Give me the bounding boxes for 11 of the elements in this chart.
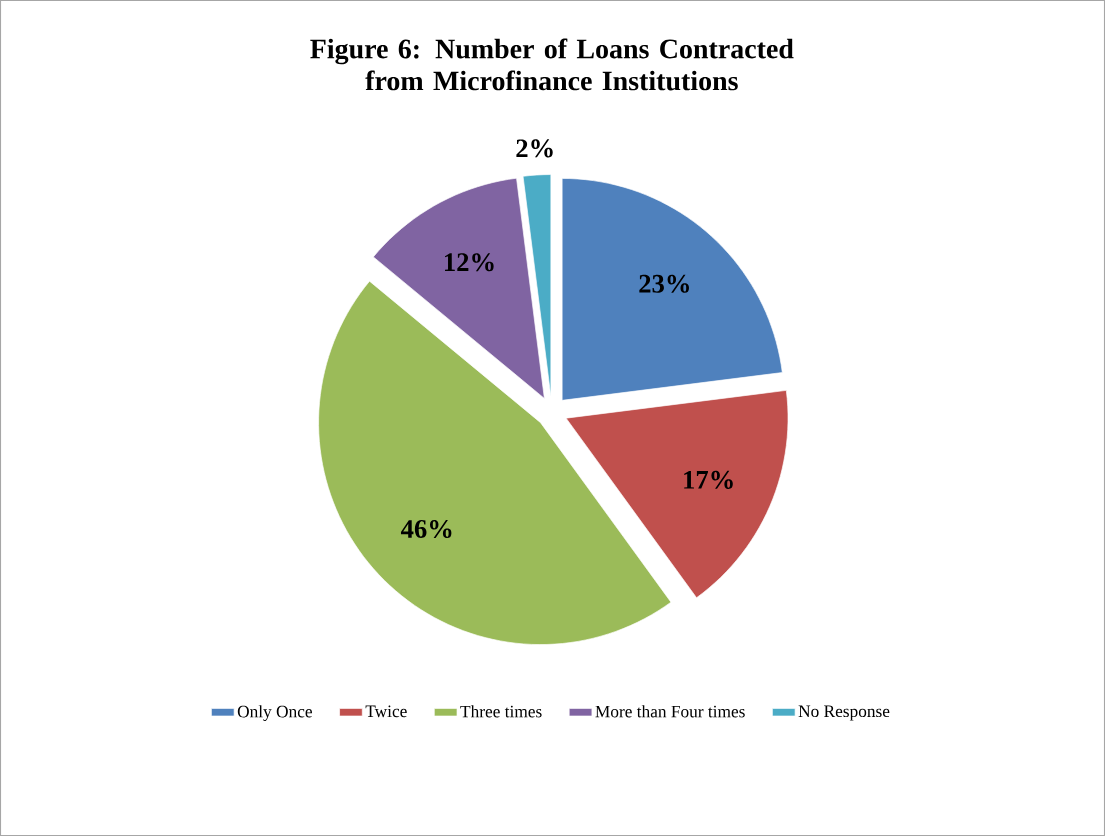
legend-label: More than Four times — [595, 705, 745, 718]
chart-title: Figure 6: Number of Loans Contracted from Microfinance Institutions — [310, 38, 794, 91]
data-label: 17% — [684, 470, 733, 489]
data-label: 46% — [400, 519, 452, 539]
data-label: 12% — [445, 253, 494, 272]
legend-label: Three times — [460, 705, 542, 718]
legend-label: No Response — [798, 705, 890, 721]
data-label: 23% — [639, 274, 689, 293]
legend-label: Only Once — [237, 705, 312, 721]
data-label: 2% — [516, 139, 553, 158]
legend-label: Twice — [365, 705, 407, 718]
